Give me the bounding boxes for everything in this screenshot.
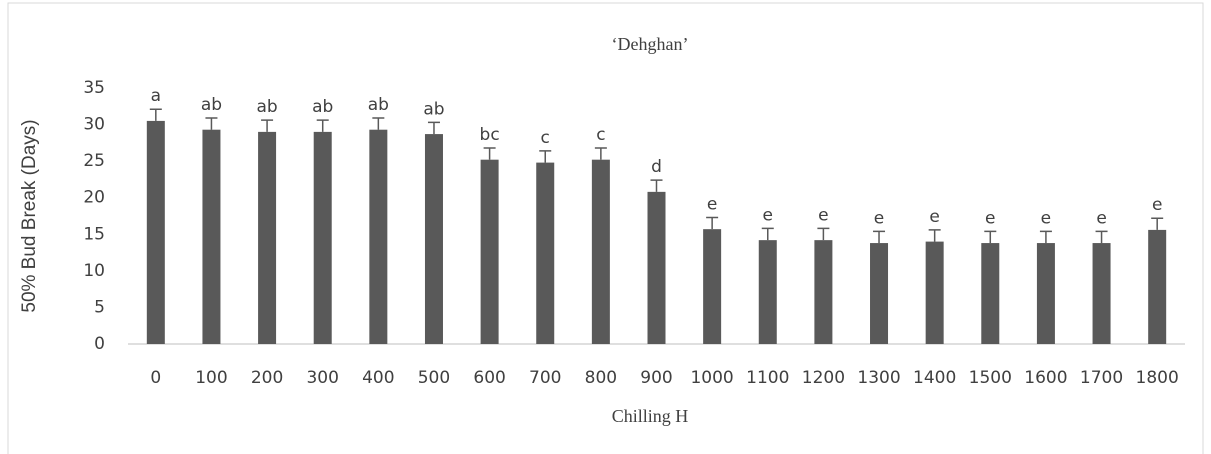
significance-letter: a [151, 86, 161, 106]
y-tick-label: 15 [83, 224, 105, 244]
bar [758, 240, 777, 344]
bar [424, 134, 443, 344]
significance-letter: ab [256, 97, 277, 117]
error-bar [316, 119, 329, 132]
significance-letter: e [818, 205, 828, 225]
y-axis-label: 50% Bud Break (Days) [19, 119, 40, 312]
x-tick-label: 1600 [1024, 368, 1067, 388]
error-bar [539, 150, 552, 163]
bar [146, 120, 165, 345]
x-tick-label: 1200 [802, 368, 845, 388]
error-bar [706, 216, 719, 230]
y-tick-label: 0 [94, 334, 105, 354]
x-tick-label: 200 [251, 368, 283, 388]
bar [981, 243, 1000, 344]
bar [202, 129, 221, 344]
bar [703, 229, 722, 344]
error-bar [761, 227, 774, 241]
bar [313, 131, 332, 344]
y-tick-label: 5 [94, 297, 105, 317]
significance-letter: ab [201, 95, 222, 115]
error-bar [650, 179, 663, 192]
x-tick-label: 300 [306, 368, 338, 388]
y-tick-label: 30 [83, 115, 105, 135]
x-tick-label: 900 [640, 368, 672, 388]
error-bar [873, 230, 886, 244]
significance-letter: e [985, 208, 995, 228]
error-bar [149, 108, 162, 121]
significance-letter: e [1152, 195, 1162, 215]
bar [480, 159, 499, 344]
x-tick-label: 600 [473, 368, 505, 388]
x-tick-label: 700 [529, 368, 561, 388]
chart-title: ‘Dehghan’ [612, 34, 689, 54]
bar [870, 243, 889, 344]
y-tick-label: 25 [83, 151, 105, 171]
significance-letter: e [929, 207, 939, 227]
x-tick-label: 800 [585, 368, 617, 388]
significance-letter: c [596, 125, 605, 145]
error-bar [261, 119, 274, 132]
error-bar [817, 227, 830, 241]
error-bar [1095, 230, 1108, 244]
significance-letter: e [1041, 208, 1051, 228]
y-tick-label: 20 [83, 188, 105, 208]
error-bar [594, 147, 607, 160]
chart-frame [7, 2, 1204, 454]
error-bar [372, 117, 385, 130]
x-tick-label: 1000 [690, 368, 733, 388]
x-tick-label: 100 [195, 368, 227, 388]
significance-letter: ab [368, 95, 389, 115]
bar [1148, 229, 1167, 344]
error-bar [984, 230, 997, 244]
significance-letter: ab [312, 97, 333, 117]
significance-letter: c [541, 128, 550, 148]
significance-letter: ab [423, 99, 444, 119]
error-bar [427, 121, 440, 135]
x-tick-label: 400 [362, 368, 394, 388]
bar [647, 191, 666, 344]
bar [536, 162, 555, 344]
bar [814, 240, 833, 344]
significance-letter: e [1096, 208, 1106, 228]
error-bar [928, 229, 941, 242]
bar [925, 241, 944, 344]
error-bar [205, 117, 218, 130]
error-bar [1151, 217, 1164, 230]
x-tick-label: 1300 [857, 368, 900, 388]
error-bar [483, 147, 496, 160]
bar [591, 159, 610, 344]
x-tick-label: 1400 [913, 368, 956, 388]
x-tick-label: 1500 [969, 368, 1012, 388]
x-tick-label: 0 [150, 368, 161, 388]
bar [1036, 243, 1055, 344]
significance-letter: e [707, 194, 717, 214]
bar [1092, 243, 1111, 344]
y-tick-label: 35 [83, 78, 105, 98]
bar [258, 131, 277, 344]
significance-letter: e [874, 208, 884, 228]
bar [369, 129, 388, 344]
x-tick-label: 1100 [746, 368, 789, 388]
error-bar [1039, 230, 1052, 244]
x-axis-label: Chilling H [612, 406, 689, 426]
significance-letter: bc [480, 125, 500, 145]
significance-letter: d [651, 157, 662, 177]
x-tick-label: 500 [418, 368, 450, 388]
x-tick-label: 1800 [1136, 368, 1179, 388]
significance-letter: e [763, 205, 773, 225]
y-tick-label: 10 [83, 261, 105, 281]
x-tick-label: 1700 [1080, 368, 1123, 388]
